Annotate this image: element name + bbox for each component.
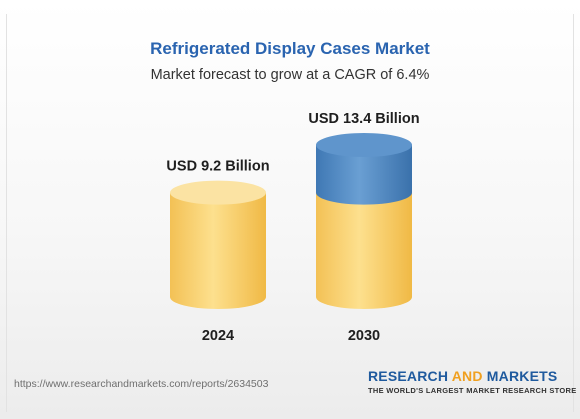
research-and-markets-logo: RESEARCH AND MARKETS THE WORLD'S LARGEST… <box>368 368 577 395</box>
chart-title: Refrigerated Display Cases Market <box>150 39 430 58</box>
logo-word-markets: MARKETS <box>486 368 558 384</box>
logo-wordmark: RESEARCH AND MARKETS <box>368 368 574 384</box>
logo-word-research: RESEARCH <box>368 368 449 384</box>
value-label-2024: USD 9.2 Billion <box>166 159 269 175</box>
bar-2030-growth <box>316 145 412 205</box>
bar-2024-base <box>170 192 266 309</box>
logo-tagline: THE WORLD'S LARGEST MARKET RESEARCH STOR… <box>368 386 577 395</box>
logo-word-and: AND <box>451 368 483 384</box>
value-label-2030: USD 13.4 Billion <box>308 111 419 127</box>
category-label-2030: 2030 <box>348 328 380 344</box>
bar-2030-base <box>316 192 412 309</box>
chart-subtitle: Market forecast to grow at a CAGR of 6.4… <box>150 67 430 83</box>
category-label-2024: 2024 <box>202 328 234 344</box>
bar-2024-top <box>170 180 266 205</box>
source-url[interactable]: https://www.researchandmarkets.com/repor… <box>14 378 269 390</box>
bar-2030-top <box>316 133 412 157</box>
card-border <box>6 14 574 412</box>
